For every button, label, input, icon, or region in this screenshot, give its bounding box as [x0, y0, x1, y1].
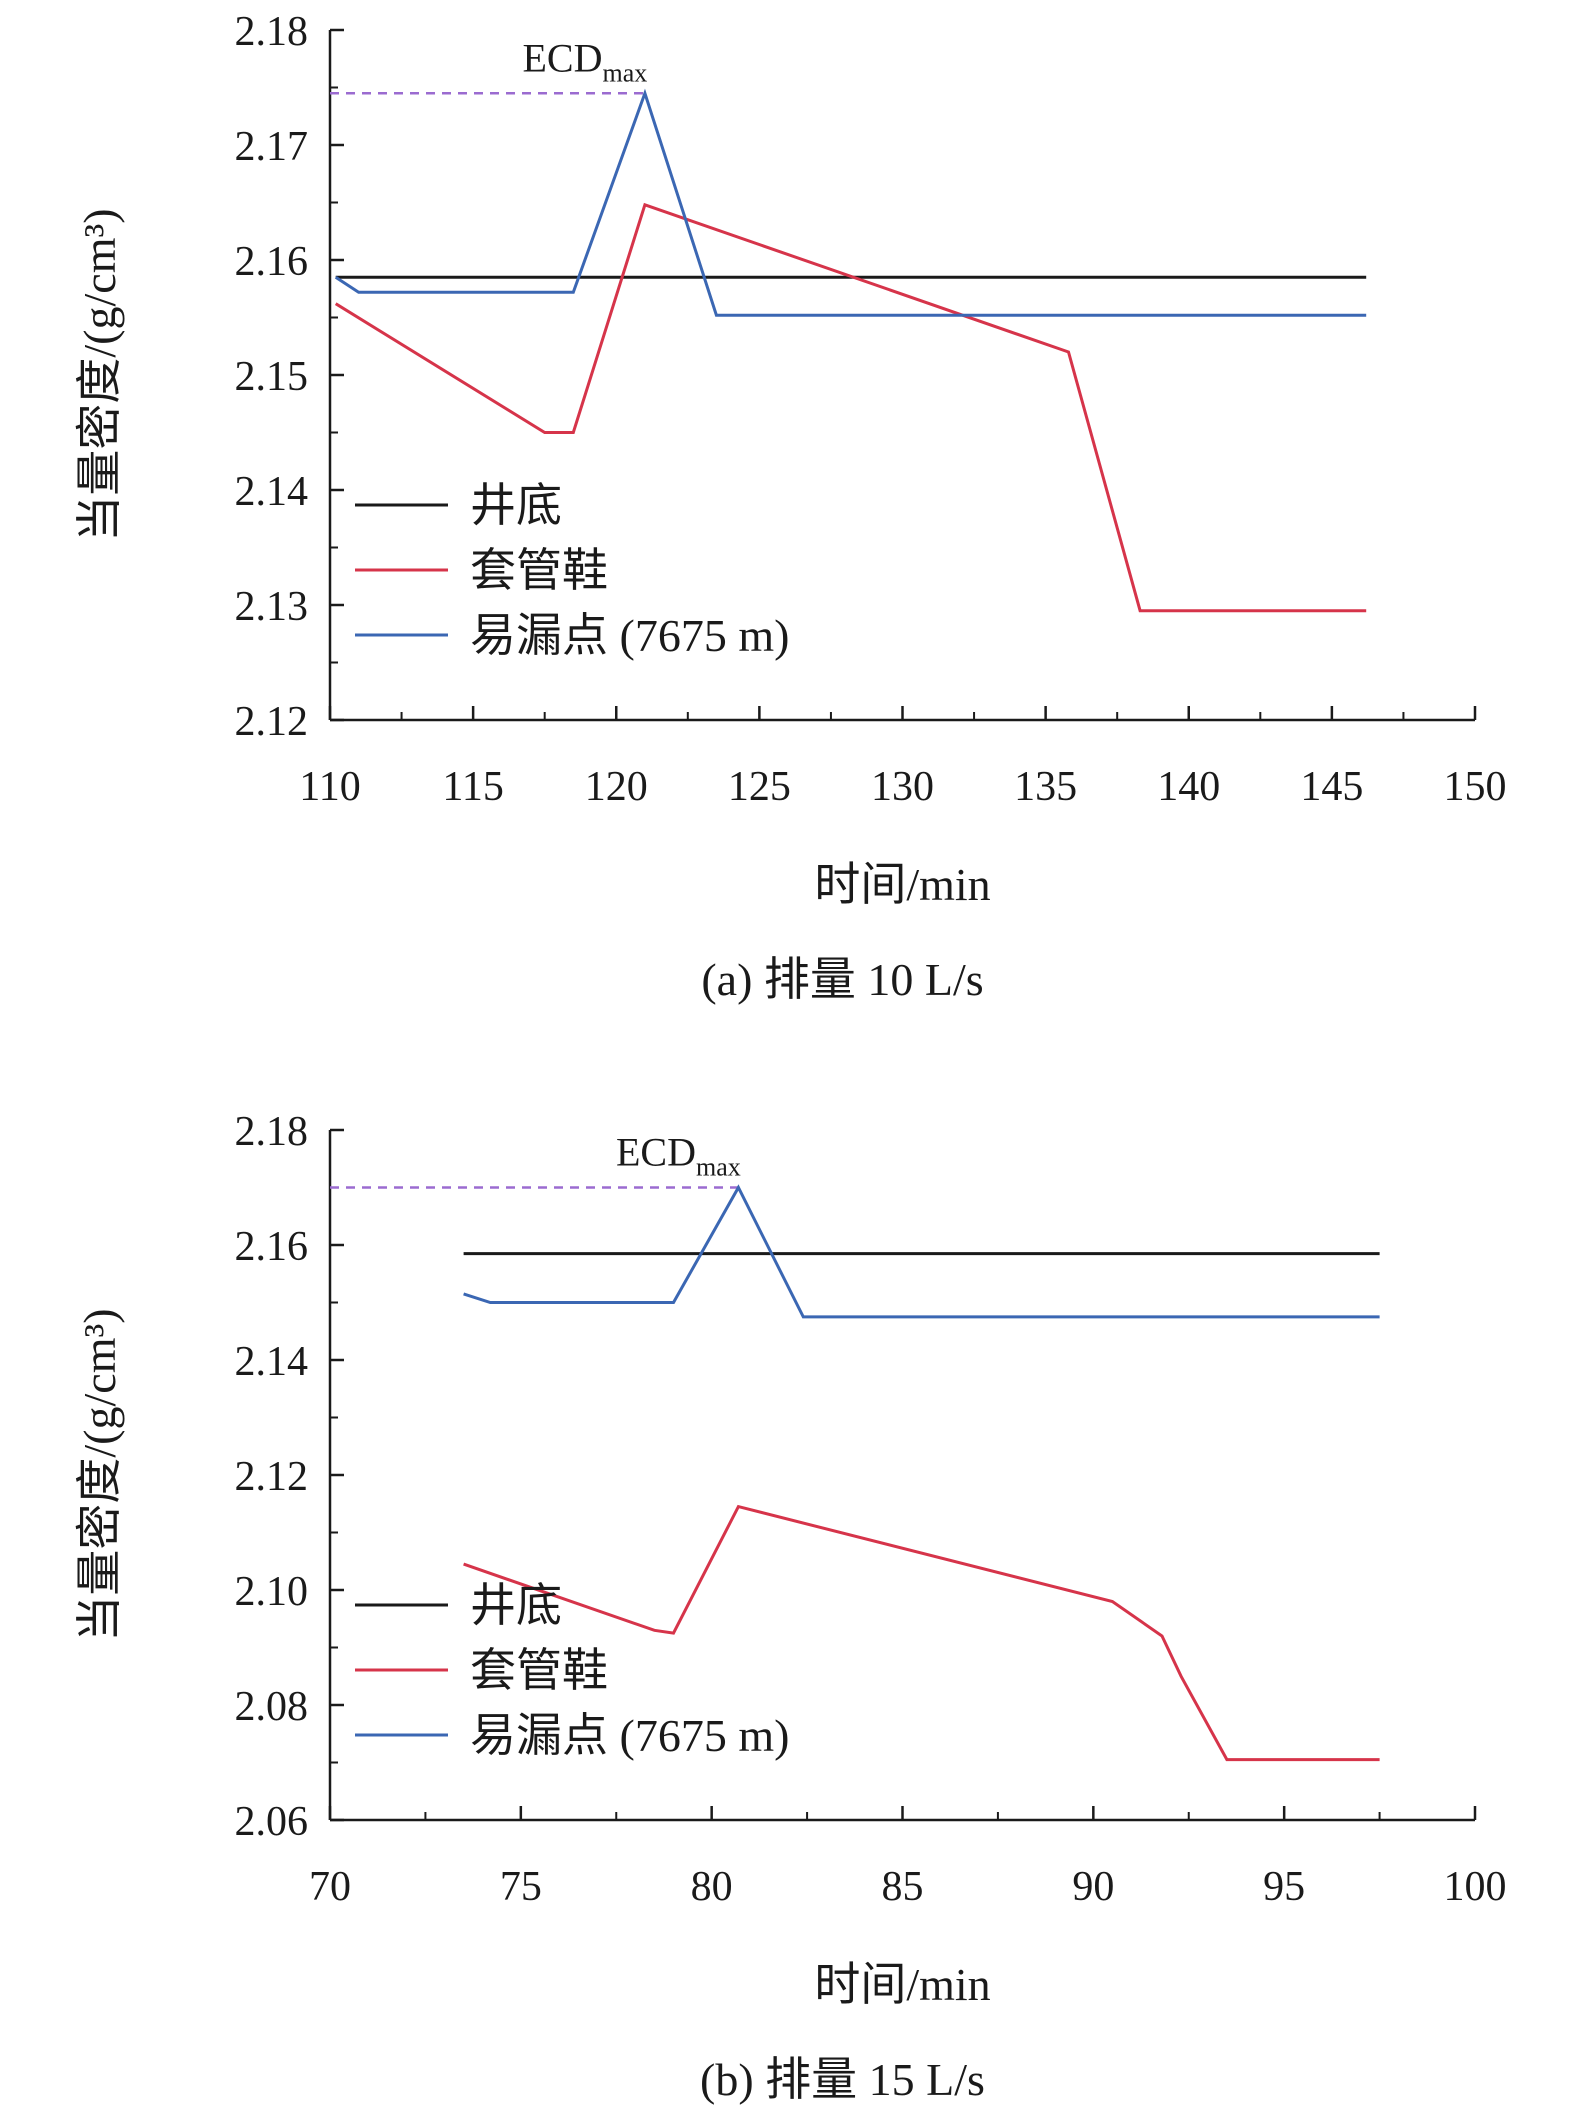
x-tick-label: 115 — [442, 764, 503, 810]
x-axis-title: 时间/min — [814, 859, 990, 910]
y-tick-label: 2.18 — [235, 9, 309, 55]
series-line-2 — [463, 1504, 1380, 1762]
x-tick-label: 130 — [871, 764, 934, 810]
x-tick-label: 85 — [882, 1864, 924, 1910]
x-tick-label: 125 — [728, 764, 791, 810]
x-tick-label: 100 — [1444, 1864, 1507, 1910]
y-axis-title: 当量密度/(g/cm³) — [74, 1308, 125, 1641]
x-tick-label: 120 — [585, 764, 648, 810]
x-tick-label: 150 — [1444, 764, 1507, 810]
y-tick-label: 2.12 — [235, 1454, 309, 1500]
y-tick-label: 2.14 — [235, 1339, 309, 1385]
y-tick-label: 2.17 — [235, 124, 309, 170]
x-tick-label: 80 — [691, 1864, 733, 1910]
x-tick-label: 110 — [299, 764, 360, 810]
y-tick-label: 2.06 — [235, 1799, 309, 1845]
legend-label-1: 井底 — [470, 1580, 562, 1631]
figure-caption: (b) 排量 15 L/s — [700, 2054, 985, 2105]
ecd-label-sub: max — [602, 58, 647, 87]
chart-panel-2: 2.06 2.08 2.10 2.12 2.14 2.16 2.18 70 75 80 85 90 95… — [74, 1109, 1507, 2105]
ecd-label-sub: max — [696, 1153, 741, 1182]
ecd-label-main: ECD — [522, 35, 602, 80]
x-tick-label: 145 — [1300, 764, 1363, 810]
ecd-max-label: ECDmax — [522, 35, 647, 87]
figure-caption: (a) 排量 10 L/s — [701, 954, 983, 1005]
y-tick-label: 2.13 — [235, 584, 309, 630]
legend-label-2: 套管鞋 — [470, 545, 608, 596]
x-tick-label: 75 — [500, 1864, 542, 1910]
y-tick-label: 2.14 — [235, 469, 309, 515]
y-tick-label: 2.16 — [235, 239, 309, 285]
y-tick-label: 2.18 — [235, 1109, 309, 1155]
ecd-max-label: ECDmax — [616, 1130, 741, 1182]
x-tick-label: 90 — [1072, 1864, 1114, 1910]
x-axis-title: 时间/min — [814, 1959, 990, 2010]
x-tick-label: 140 — [1157, 764, 1220, 810]
series-line-3 — [463, 1184, 1380, 1319]
y-axis-title: 当量密度/(g/cm³) — [74, 208, 125, 541]
legend-label-1: 井底 — [470, 480, 562, 531]
y-tick-label: 2.12 — [235, 699, 309, 745]
x-tick-label: 135 — [1014, 764, 1077, 810]
x-tick-label: 95 — [1263, 1864, 1305, 1910]
legend-label-3: 易漏点 (7675 m) — [470, 610, 789, 661]
x-tick-label: 70 — [309, 1864, 351, 1910]
ecd-label-main: ECD — [616, 1130, 696, 1175]
y-tick-label: 2.08 — [235, 1684, 309, 1730]
y-tick-label: 2.16 — [235, 1224, 309, 1270]
y-tick-label: 2.15 — [235, 354, 309, 400]
chart-panel-1: 2.12 2.13 2.14 2.15 2.16 2.17 2.18 110 115 120 125… — [74, 9, 1507, 1005]
series-line-3 — [334, 88, 1367, 317]
legend-label-3: 易漏点 (7675 m) — [470, 1710, 789, 1761]
series-line-2 — [334, 202, 1367, 613]
legend-label-2: 套管鞋 — [470, 1645, 608, 1696]
y-tick-label: 2.10 — [235, 1569, 309, 1615]
